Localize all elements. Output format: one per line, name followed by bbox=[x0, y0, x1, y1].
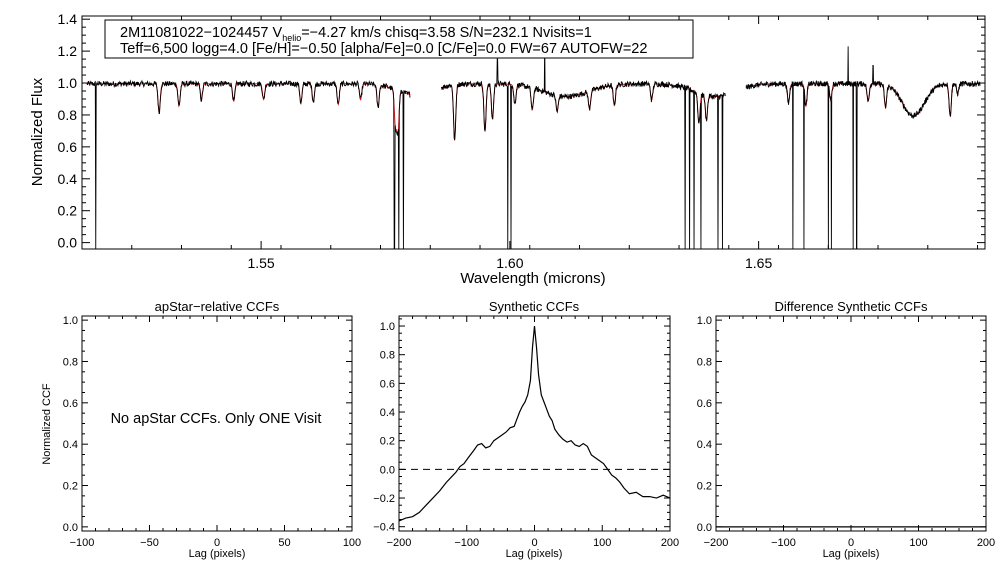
y-tick-label: 0.0 bbox=[58, 235, 78, 251]
apstar-ccf-title: apStar−relative CCFs bbox=[155, 299, 280, 314]
difference-ccf-plot-frame bbox=[715, 315, 987, 532]
synthetic-ccf-plot-frame bbox=[398, 315, 671, 532]
difference-ccf-x-axis-label: Lag (pixels) bbox=[823, 548, 880, 560]
y-tick-label: 0.4 bbox=[58, 171, 78, 187]
y-tick-label: 0.0 bbox=[63, 522, 78, 534]
synthetic-ccf-x-axis-label: Lag (pixels) bbox=[506, 548, 563, 560]
synthetic-ccf-axis-ticks: −200 −100 0 100 200 −0.4 −0.2 0.0 0.2 0.4 0.6 0.8 1.… bbox=[373, 316, 679, 549]
apstar-ccf-x-axis-label: Lag (pixels) bbox=[189, 548, 246, 560]
spectrum-legend-box: 2M11081022−1024457 Vhelio=−4.27 km/s chi… bbox=[104, 19, 694, 59]
x-tick-label: 1.60 bbox=[496, 255, 523, 271]
y-tick-label: 0.2 bbox=[697, 481, 712, 493]
apstar-ccf-axis-ticks: −100 −50 0 50 100 0.0 0.2 0.4 0.6 0.8 1.0 bbox=[63, 315, 361, 549]
synthetic-ccf-panel: −200 −100 0 100 200 −0.4 −0.2 0.0 0.2 0.4 0.6 0.8 1.… bbox=[373, 299, 679, 560]
y-tick-label: 1.4 bbox=[58, 11, 78, 27]
y-tick-label: 1.0 bbox=[380, 321, 395, 333]
x-tick-label: −50 bbox=[140, 537, 159, 549]
x-tick-label: 0 bbox=[214, 537, 220, 549]
spectrum-y-axis-label: Normalized Flux bbox=[29, 77, 46, 186]
y-tick-label: 0.8 bbox=[697, 356, 712, 368]
observed-spectrum-series bbox=[86, 38, 981, 250]
difference-ccf-axis-ticks: −200 −100 0 100 200 0.0 0.2 0.4 0.6 0.8 1.0 bbox=[697, 315, 995, 549]
y-tick-label: 0.6 bbox=[697, 398, 712, 410]
y-tick-label: 0.0 bbox=[697, 522, 712, 534]
x-tick-label: 1.55 bbox=[247, 255, 274, 271]
y-tick-label: 1.0 bbox=[63, 315, 78, 327]
y-tick-label: −0.4 bbox=[373, 522, 395, 534]
difference-ccf-panel: −200 −100 0 100 200 0.0 0.2 0.4 0.6 0.8 1.0 Differ… bbox=[697, 299, 995, 560]
spectrum-plot-frame bbox=[81, 15, 986, 250]
x-tick-label: 200 bbox=[977, 537, 995, 549]
x-tick-label: 100 bbox=[909, 537, 927, 549]
y-tick-label: −0.2 bbox=[373, 493, 395, 505]
y-tick-label: 0.4 bbox=[380, 407, 395, 419]
legend-frame bbox=[104, 19, 694, 59]
synthetic-ccf-title: Synthetic CCFs bbox=[489, 299, 580, 314]
y-tick-label: 0.6 bbox=[58, 139, 78, 155]
x-tick-label: −100 bbox=[771, 537, 796, 549]
apstar-ccf-note: No apStar CCFs. Only ONE Visit bbox=[111, 411, 322, 427]
observed-spectrum-line-red bbox=[745, 46, 981, 250]
y-tick-label: 0.2 bbox=[380, 436, 395, 448]
x-tick-label: 50 bbox=[278, 537, 290, 549]
x-tick-label: 100 bbox=[343, 537, 361, 549]
spectrum-axis-ticks: 1.55 1.60 1.65 0.0 0.2 0.4 0.6 0.8 1.0 1.2 1.4 bbox=[58, 11, 985, 271]
y-tick-label: 0.4 bbox=[697, 439, 712, 451]
y-tick-label: 0.4 bbox=[63, 439, 78, 451]
legend-line-1: 2M11081022−1024457 Vhelio=−4.27 km/s chi… bbox=[120, 25, 592, 43]
y-tick-label: 0.0 bbox=[380, 464, 395, 476]
x-tick-label: 0 bbox=[531, 537, 537, 549]
apstar-ccf-y-axis-label: Normalized CCF bbox=[41, 383, 53, 465]
spectrum-panel: 1.55 1.60 1.65 0.0 0.2 0.4 0.6 0.8 1.0 1.2 1.4 2M1… bbox=[29, 11, 986, 287]
y-tick-label: 1.0 bbox=[58, 75, 78, 91]
y-tick-label: 0.6 bbox=[63, 398, 78, 410]
x-tick-label: 100 bbox=[593, 537, 611, 549]
spectrum-x-axis-label: Wavelength (microns) bbox=[460, 270, 605, 287]
x-tick-label: 1.65 bbox=[745, 255, 772, 271]
synthetic-ccf-line bbox=[398, 325, 671, 522]
x-tick-label: −100 bbox=[70, 537, 95, 549]
y-tick-label: 0.8 bbox=[380, 350, 395, 362]
y-tick-label: 0.6 bbox=[380, 378, 395, 390]
y-tick-label: 0.8 bbox=[58, 107, 78, 123]
model-spectrum-series bbox=[86, 83, 981, 141]
y-tick-label: 1.2 bbox=[58, 43, 78, 59]
y-tick-label: 0.2 bbox=[63, 481, 78, 493]
x-tick-label: −200 bbox=[704, 537, 729, 549]
synthetic-ccf-series bbox=[398, 325, 671, 522]
difference-ccf-title: Difference Synthetic CCFs bbox=[775, 299, 928, 314]
observed-spectrum-line-green bbox=[440, 38, 726, 250]
x-tick-label: 0 bbox=[848, 537, 854, 549]
y-tick-label: 0.8 bbox=[63, 356, 78, 368]
legend-line-2: Teff=6,500 logg=4.0 [Fe/H]=−0.50 [alpha/… bbox=[120, 41, 647, 57]
model-spectrum-line-red bbox=[745, 83, 981, 118]
y-tick-label: 1.0 bbox=[697, 315, 712, 327]
y-tick-label: 0.2 bbox=[58, 203, 78, 219]
observed-spectrum-line-blue bbox=[86, 79, 411, 250]
x-tick-label: −100 bbox=[454, 537, 479, 549]
x-tick-label: 200 bbox=[661, 537, 679, 549]
x-tick-label: −200 bbox=[387, 537, 412, 549]
apstar-ccf-panel: −100 −50 0 50 100 0.0 0.2 0.4 0.6 0.8 1.0 apStar−r… bbox=[41, 299, 361, 560]
